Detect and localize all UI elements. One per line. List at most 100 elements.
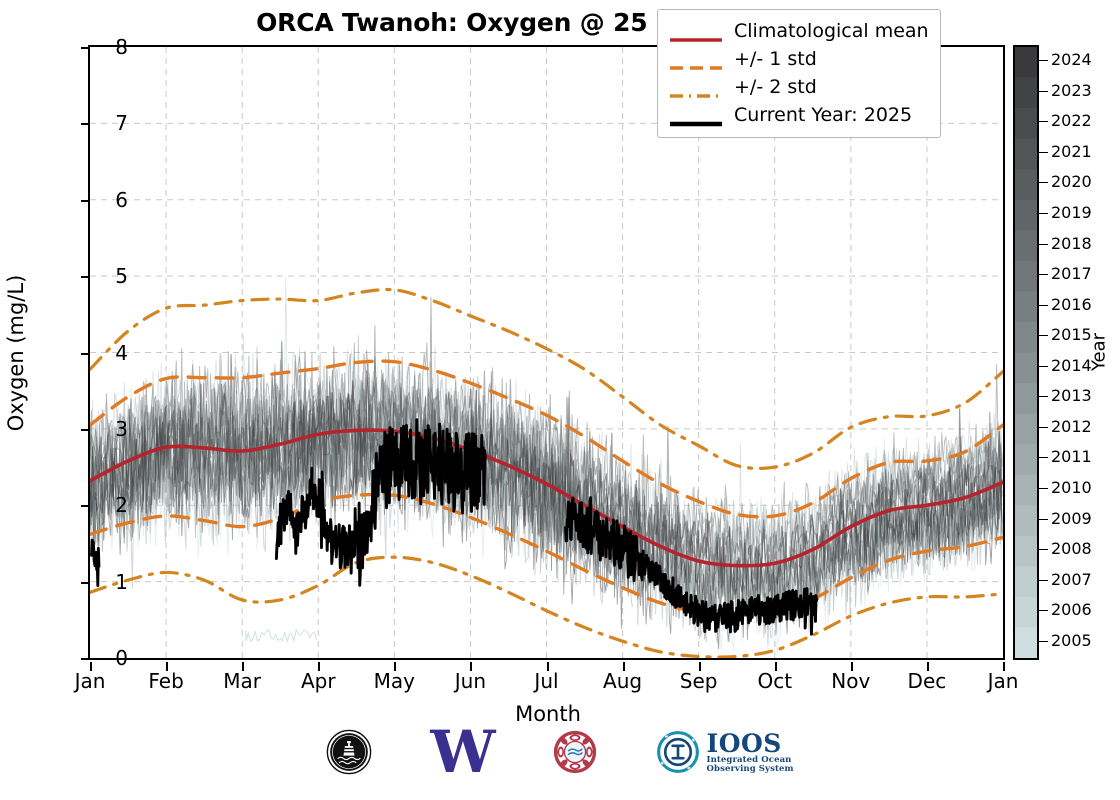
colorbar-tick-mark [1039, 426, 1048, 428]
x-tick-mark [166, 662, 169, 671]
x-tick-label: Mar [223, 669, 262, 693]
colorbar-tick-label: 2023 [1051, 80, 1092, 100]
colorbar-tick-label: 2009 [1051, 508, 1092, 528]
x-tick-mark [850, 662, 853, 671]
y-tick-mark [81, 581, 90, 584]
legend-label: Climatological mean [734, 20, 929, 42]
x-axis-title: Month [515, 702, 581, 726]
x-tick-mark [774, 662, 777, 671]
y-tick-label: 1 [115, 569, 128, 594]
x-tick-label: Dec [907, 669, 947, 693]
colorbar-tick-mark [1039, 121, 1048, 123]
y-tick-label: 8 [115, 35, 128, 59]
colorbar-tick-mark [1039, 304, 1048, 306]
colorbar-tick-label: 2012 [1051, 416, 1092, 436]
colorbar-tick-label: 2016 [1051, 294, 1092, 314]
colorbar-tick-mark [1039, 182, 1048, 184]
colorbar-tick-label: 2011 [1051, 447, 1092, 467]
colorbar-tick-mark [1039, 640, 1048, 642]
x-tick-mark [546, 662, 549, 671]
y-tick-mark [81, 658, 90, 660]
university-of-washington-logo: W [430, 717, 495, 786]
legend-item[interactable]: Current Year: 2025 [669, 101, 929, 129]
legend-item[interactable]: +/- 2 std [669, 73, 929, 101]
colorbar-tick-mark [1039, 90, 1048, 92]
colorbar-tick-label: 2008 [1051, 539, 1092, 559]
colorbar-tick-label: 2006 [1051, 600, 1092, 620]
x-tick-label: Aug [603, 669, 643, 693]
x-tick-mark [242, 662, 245, 671]
colorbar [1013, 45, 1039, 660]
y-tick-mark [81, 505, 90, 508]
y-tick-label: 2 [115, 493, 128, 518]
plot-canvas [90, 47, 1003, 658]
colorbar-tick-mark [1039, 335, 1048, 337]
y-tick-label: 4 [115, 340, 128, 365]
x-tick-mark [926, 662, 929, 671]
colorbar-tick-mark [1039, 487, 1048, 489]
colorbar-tick-label: 2018 [1051, 233, 1092, 253]
colorbar-tick-label: 2005 [1051, 630, 1092, 650]
x-tick-mark [1003, 662, 1005, 671]
colorbar-tick-label: 2013 [1051, 386, 1092, 406]
y-tick-label: 0 [115, 646, 128, 670]
legend: Climatological mean +/- 1 std +/- 2 std Cur… [657, 9, 941, 138]
y-tick-label: 7 [115, 111, 128, 136]
x-tick-label: Feb [148, 669, 184, 693]
colorbar-tick-label: 2014 [1051, 355, 1092, 375]
legend-label: +/- 1 std [734, 48, 817, 70]
x-tick-label: Sep [679, 669, 718, 693]
colorbar-tick-label: 2007 [1051, 569, 1092, 589]
y-tick-label: 3 [115, 416, 128, 441]
colorbar-tick-mark [1039, 457, 1048, 459]
colorbar-tick-mark [1039, 610, 1048, 612]
uw-w-letter: W [430, 717, 495, 786]
x-tick-label: Jan [74, 669, 106, 693]
colorbar-tick-label: 2021 [1051, 141, 1092, 161]
y-tick-label: 5 [115, 264, 128, 289]
legend-item[interactable]: +/- 1 std [669, 45, 929, 73]
x-tick-label: Nov [831, 669, 871, 693]
ioos-tagline-line1: Integrated Ocean [706, 755, 792, 765]
plot-area: Oxygen (mg/L) Month 0 1 2 3 4 5 6 7 8 Jan Feb Mar Ap… [4, 35, 1018, 726]
colorbar-tick-mark [1039, 60, 1048, 62]
ioos-logo: IOOS Integrated Ocean Observing System [656, 730, 794, 774]
colorbar-tick-mark [1039, 518, 1048, 520]
y-tick-mark [81, 428, 90, 431]
x-tick-label: Jan [987, 669, 1019, 693]
orca-buoy-logo [326, 729, 372, 775]
colorbar-tick-mark [1039, 549, 1048, 551]
chart-svg [90, 47, 1003, 658]
colorbar-tick-mark [1039, 365, 1048, 367]
colorbar-tick-label: 2017 [1051, 264, 1092, 284]
colorbar-tick-label: 2020 [1051, 172, 1092, 192]
x-tick-label: Apr [300, 669, 336, 693]
colorbar-tick-mark [1039, 151, 1048, 153]
x-tick-label: Jun [454, 669, 487, 693]
colorbar-tick-mark [1039, 274, 1048, 276]
colorbar-tick-mark [1039, 243, 1048, 245]
y-axis-title: Oxygen (mg/L) [4, 274, 28, 431]
x-tick-mark [318, 662, 321, 671]
x-tick-mark [90, 662, 92, 671]
statistics-curves [90, 287, 1003, 658]
colorbar-tick-label: 2010 [1051, 477, 1092, 497]
colorbar-tick-label: 2024 [1051, 50, 1092, 70]
y-tick-label: 6 [115, 187, 128, 212]
legend-label: Current Year: 2025 [734, 104, 913, 126]
x-tick-label: Jul [534, 669, 559, 693]
ioos-tagline-line2: Observing System [706, 763, 794, 774]
legend-item[interactable]: Climatological mean [669, 17, 929, 45]
y-tick-mark [81, 352, 90, 355]
x-tick-label: Oct [757, 669, 793, 693]
y-tick-mark [81, 276, 90, 279]
nanoos-logo [552, 729, 598, 775]
x-tick-mark [394, 662, 397, 671]
colorbar-tick-label: 2015 [1051, 325, 1092, 345]
ioos-wordmark: IOOS [706, 729, 782, 758]
y-tick-mark [81, 199, 90, 202]
colorbar-tick-mark [1039, 213, 1048, 215]
x-tick-mark [470, 662, 473, 671]
current-year-series [90, 418, 819, 636]
